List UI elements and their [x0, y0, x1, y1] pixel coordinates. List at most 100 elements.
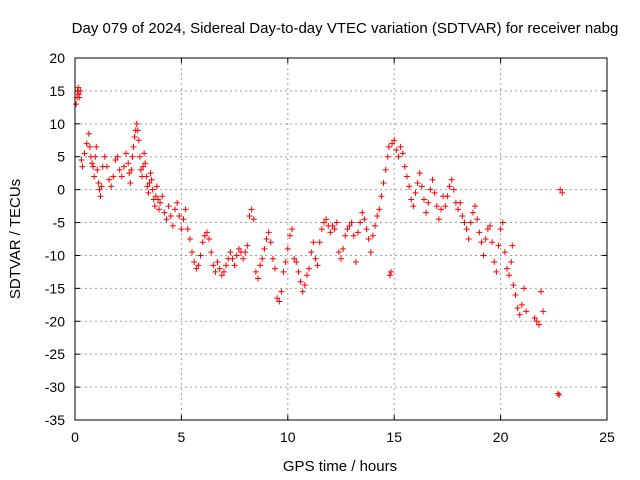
data-point — [482, 236, 489, 242]
data-point — [346, 222, 353, 229]
data-point — [246, 212, 253, 219]
y-tick-label: 20 — [49, 50, 65, 66]
data-point — [176, 212, 183, 219]
data-point — [555, 390, 562, 397]
data-point — [538, 288, 545, 295]
data-point — [469, 209, 476, 216]
data-point — [77, 87, 84, 94]
data-point — [418, 183, 425, 190]
data-point — [214, 259, 221, 266]
data-point — [444, 193, 451, 200]
data-point — [125, 160, 132, 167]
data-point — [129, 153, 136, 160]
data-point — [393, 147, 400, 154]
data-point — [76, 94, 83, 101]
data-point — [146, 180, 153, 187]
data-point — [308, 249, 315, 256]
data-point — [114, 153, 121, 160]
data-point — [199, 239, 206, 246]
data-point — [180, 216, 187, 223]
data-point — [248, 206, 255, 213]
data-point — [140, 163, 147, 170]
data-point — [367, 249, 374, 256]
data-point — [518, 301, 525, 308]
data-point — [291, 255, 298, 262]
x-tick-label: 0 — [71, 429, 79, 445]
data-point — [137, 166, 144, 173]
data-point — [523, 308, 530, 315]
data-point — [201, 232, 208, 239]
data-point — [151, 203, 158, 210]
data-point — [333, 219, 340, 226]
data-series — [73, 84, 566, 398]
data-point — [342, 232, 349, 239]
data-point — [478, 239, 485, 246]
data-point — [191, 259, 198, 266]
data-point — [110, 173, 117, 180]
data-point — [203, 229, 210, 236]
data-point — [178, 226, 185, 233]
data-point — [149, 186, 156, 193]
data-point — [112, 157, 119, 164]
data-point — [128, 166, 135, 173]
y-tick-label: 0 — [57, 182, 65, 198]
data-point — [493, 268, 500, 275]
data-point — [395, 153, 402, 160]
data-point — [103, 163, 110, 170]
data-point — [316, 239, 323, 246]
data-point — [223, 262, 230, 269]
data-point — [206, 236, 213, 242]
data-point — [457, 199, 464, 206]
data-point — [533, 318, 540, 325]
data-point — [220, 268, 227, 275]
data-point — [376, 206, 383, 213]
data-point — [148, 176, 155, 183]
data-point — [350, 232, 357, 239]
data-point — [165, 203, 172, 210]
data-point — [374, 212, 381, 219]
data-point — [280, 268, 287, 275]
plot-frame — [74, 57, 608, 421]
data-point — [163, 216, 170, 223]
data-point — [429, 176, 436, 183]
data-point — [450, 186, 457, 193]
data-point — [189, 249, 196, 256]
data-point — [382, 166, 389, 173]
data-point — [133, 120, 140, 127]
data-point — [244, 242, 251, 249]
data-point — [120, 163, 127, 170]
data-point — [156, 206, 163, 213]
data-point — [284, 245, 291, 252]
data-point — [495, 242, 502, 249]
data-point — [484, 226, 491, 233]
data-point — [184, 226, 191, 233]
data-point — [272, 265, 279, 272]
data-point — [95, 180, 102, 187]
data-point — [98, 183, 105, 190]
data-point — [431, 189, 438, 196]
data-point — [134, 127, 141, 134]
x-tick-label: 20 — [493, 429, 509, 445]
data-point — [348, 219, 355, 226]
data-point — [157, 199, 164, 206]
data-point — [118, 173, 125, 180]
data-point — [559, 189, 566, 196]
data-point — [425, 199, 432, 206]
data-point — [363, 226, 370, 233]
data-point — [257, 262, 264, 269]
data-point — [267, 239, 274, 246]
data-point — [303, 272, 310, 279]
data-point — [399, 150, 406, 157]
data-point — [182, 206, 189, 213]
data-point — [83, 140, 90, 147]
data-point — [263, 236, 270, 242]
data-point — [433, 203, 440, 210]
data-point — [259, 255, 266, 262]
data-point — [131, 133, 138, 140]
data-point — [255, 275, 262, 282]
data-point — [384, 153, 391, 160]
data-point — [143, 173, 150, 180]
data-point — [167, 212, 174, 219]
data-point — [355, 229, 362, 236]
